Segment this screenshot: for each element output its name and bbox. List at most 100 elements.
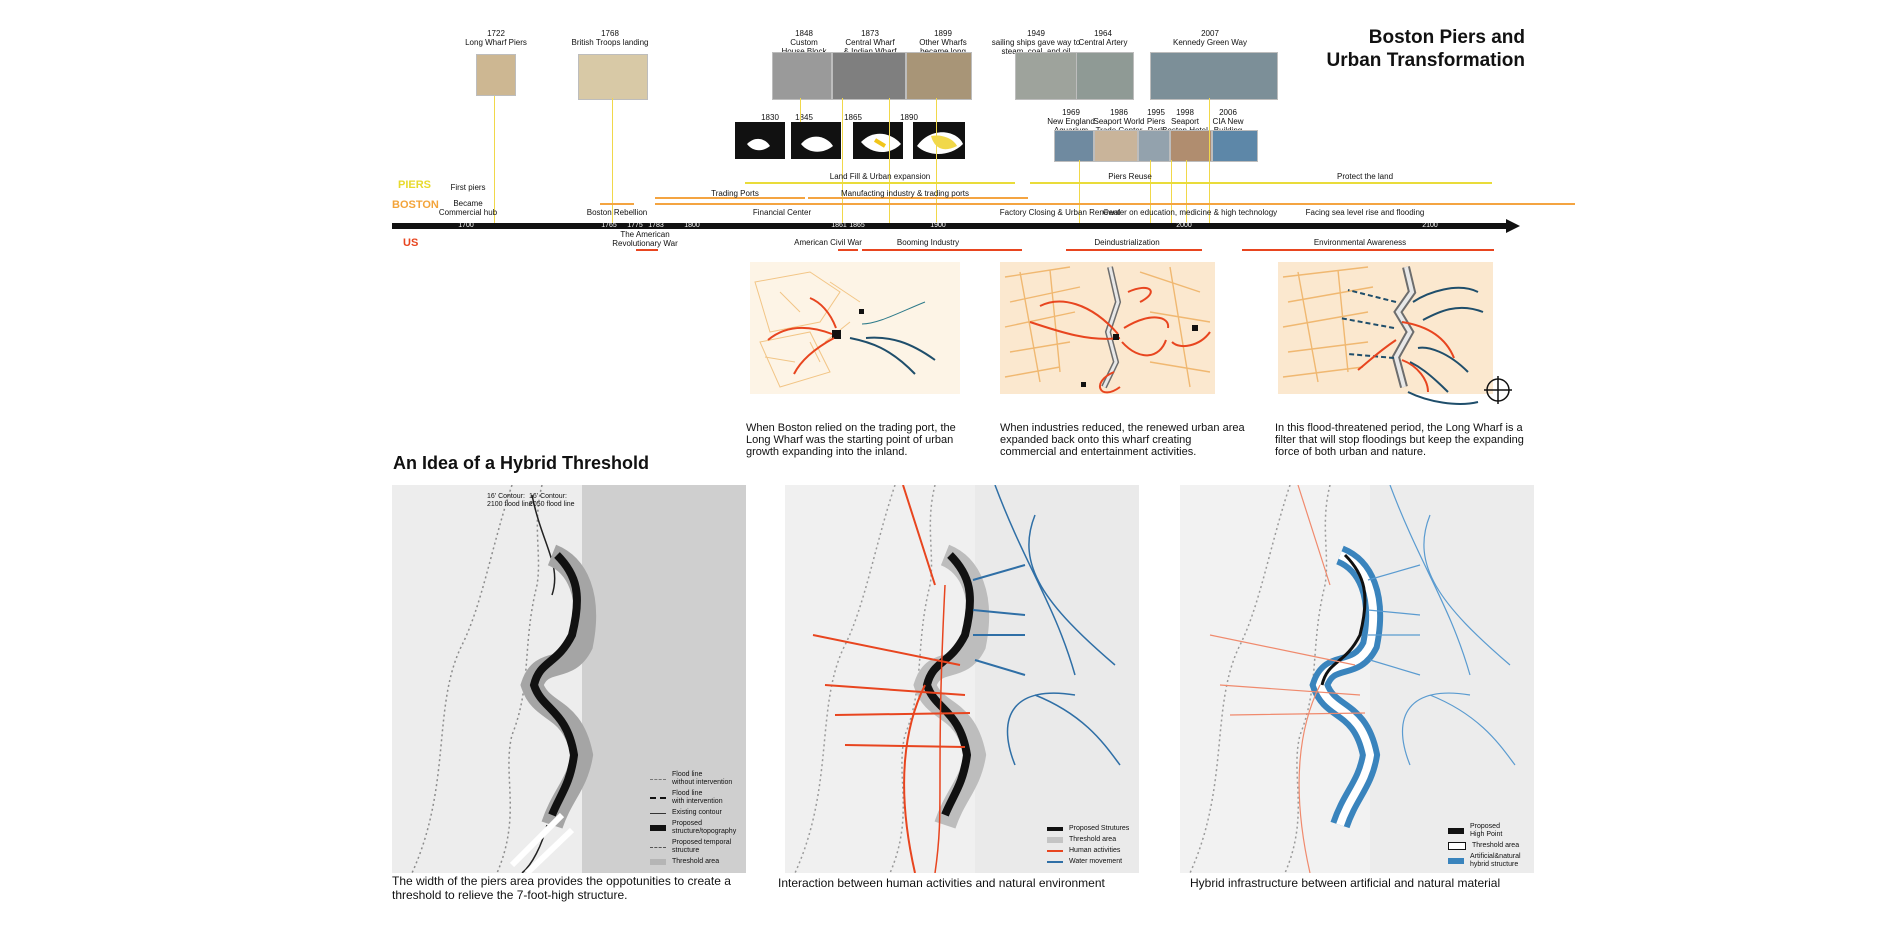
tick-1861: 1861 — [831, 222, 847, 229]
boston-bar-label-4: Manufacting industry & trading ports — [840, 189, 970, 198]
tick-1900: 1900 — [930, 222, 946, 229]
photo-1986 — [1094, 130, 1138, 162]
event-1949-label: 1949 sailing ships gave way to steam, co… — [991, 29, 1081, 56]
title-line-2: Urban Transformation — [1326, 50, 1525, 71]
contour-label-2050: 16' Contour: 2050 flood line — [529, 493, 575, 508]
phase-caption-2: When industries reduced, the renewed urb… — [1000, 422, 1245, 458]
us-bar-4 — [1066, 249, 1202, 251]
piers-bar-label-2: Land Fill & Urban expansion — [829, 172, 931, 181]
piers-bar-4 — [1242, 182, 1492, 184]
photo-1873 — [832, 52, 906, 100]
threshold-map-drawing — [411, 485, 746, 873]
connector-1722 — [494, 96, 495, 224]
event-1722-label: 1722 Long Wharf Piers — [465, 29, 527, 47]
tick-2000: 2000 — [1176, 222, 1192, 229]
event-2007-label: 2007 Kennedy Green Way — [1173, 29, 1247, 47]
legend3-item-2: Threshold area — [1472, 842, 1520, 849]
map-caption-3: Hybrid infrastructure between artificial… — [1190, 876, 1501, 890]
piers-bar-label-3: Piers Reuse — [1108, 172, 1152, 181]
us-bar-3 — [862, 249, 1022, 251]
us-bar-1 — [636, 249, 658, 251]
tick-1765: 1765 — [601, 222, 617, 229]
us-bar-label-2: American Civil War — [794, 238, 862, 247]
legend1-item-5: Proposed temporal structure — [672, 839, 732, 854]
connector-1986 — [1150, 160, 1151, 224]
boston-bar-label-5: Factory Closing & Urban Renewal — [999, 208, 1121, 217]
photo-1995 — [1138, 130, 1170, 162]
map-caption-2: Interaction between human activities and… — [778, 876, 1105, 890]
legend1-item-6: Threshold area — [672, 858, 720, 865]
photo-1722 — [476, 54, 516, 96]
tag-us: US — [403, 237, 419, 249]
boston-bar-label-2: Trading Ports — [711, 189, 759, 198]
legend1-item-3: Existing contour — [672, 809, 722, 816]
tag-piers: PIERS — [398, 179, 432, 191]
piers-bar-2 — [745, 182, 1015, 184]
connector-1899 — [936, 98, 937, 224]
legend1-item-4: Proposed structure/topography — [672, 820, 737, 835]
contour-label-2100: 16' Contour: 2100 flood line — [487, 493, 533, 508]
threshold-map: 16' Contour: 2100 flood line 16' Contour… — [392, 485, 746, 873]
tag-boston: BOSTON — [392, 199, 439, 211]
phase-caption-1: When Boston relied on the trading port, … — [746, 422, 956, 458]
legend-interaction-map: Proposed Strutures Threshold area Human … — [1047, 825, 1129, 869]
photo-1964 — [1076, 52, 1134, 100]
legend3-item-3: Artificial&natural hybrid structure — [1470, 853, 1521, 868]
photo-2006 — [1212, 130, 1258, 162]
photo-2007 — [1150, 52, 1278, 100]
piers-bar-label-4: Protect the land — [1336, 172, 1394, 181]
phase-diagram-renewal — [1000, 262, 1215, 394]
phase-diagram-trading-port — [750, 262, 960, 394]
compass-icon — [1484, 376, 1512, 404]
event-1964-label: 1964 Central Artery — [1078, 29, 1128, 47]
us-bar-2 — [838, 249, 858, 251]
section-title: An Idea of a Hybrid Threshold — [393, 453, 650, 473]
piers-bar-3 — [1030, 182, 1245, 184]
time-axis — [392, 223, 1510, 229]
title-line-1: Boston Piers and — [1368, 27, 1525, 48]
tick-1700: 1700 — [458, 222, 474, 229]
legend2-item-3: Human activities — [1069, 847, 1121, 854]
connector-1873-a — [842, 98, 843, 224]
poster-title: Boston Piers and Urban Transformation — [1327, 26, 1525, 72]
map-year-1865: 1865 — [844, 113, 862, 122]
boston-bar-label-7: Facing sea level rise and flooding — [1305, 208, 1425, 217]
event-1899-label: 1899 Other Wharfs became long — [919, 29, 967, 56]
event-1768-label: 1768 British Troops landing — [571, 29, 649, 47]
tick-2100: 2100 — [1422, 222, 1438, 229]
connector-1995 — [1171, 160, 1172, 224]
legend2-item-1: Proposed Strutures — [1069, 825, 1130, 832]
tick-1800: 1800 — [684, 222, 700, 229]
us-bar-5 — [1242, 249, 1494, 251]
piers-bar-label-1: First piers — [450, 183, 486, 192]
legend-hybrid-map: Proposed High Point Threshold area Artif… — [1448, 823, 1521, 872]
photo-1949 — [1015, 52, 1077, 100]
boston-bar-label-1: Boston Rebellion — [586, 208, 648, 217]
photo-1998 — [1170, 130, 1212, 162]
map-year-1830: 1830 — [761, 113, 779, 122]
photo-1969 — [1054, 130, 1094, 162]
boston-bar-label-0: Became Commercial hub — [438, 199, 498, 217]
legend2-item-4: Water movement — [1069, 858, 1123, 865]
boston-bar-1 — [600, 203, 634, 205]
interaction-map-drawing — [794, 485, 1139, 873]
boston-bar-2 — [655, 197, 805, 199]
interaction-map: Proposed Strutures Threshold area Human … — [785, 485, 1139, 873]
tick-1783: 1783 — [648, 222, 664, 229]
connector-1873-b — [889, 98, 890, 224]
event-1873-label: 1873 Central Wharf & Indian Wharf — [844, 29, 897, 56]
connector-1969 — [1079, 160, 1080, 224]
photo-1899 — [906, 52, 972, 100]
boston-bar-4 — [808, 197, 1028, 199]
photo-1848 — [772, 52, 832, 100]
legend-threshold-map: Flood line without intervention Flood li… — [650, 771, 736, 869]
legend1-item-2: Flood line with intervention — [672, 790, 723, 805]
map-caption-1: The width of the piers area provides the… — [392, 874, 731, 902]
tick-1775: 1775 — [627, 222, 643, 229]
legend1-item-1: Flood line without intervention — [672, 771, 733, 786]
legend3-item-1: Proposed High Point — [1470, 823, 1503, 838]
legend2-item-2: Threshold area — [1069, 836, 1117, 843]
time-axis-arrowhead — [1506, 219, 1520, 233]
historic-map-series — [735, 122, 965, 159]
connector-1998 — [1186, 160, 1187, 224]
